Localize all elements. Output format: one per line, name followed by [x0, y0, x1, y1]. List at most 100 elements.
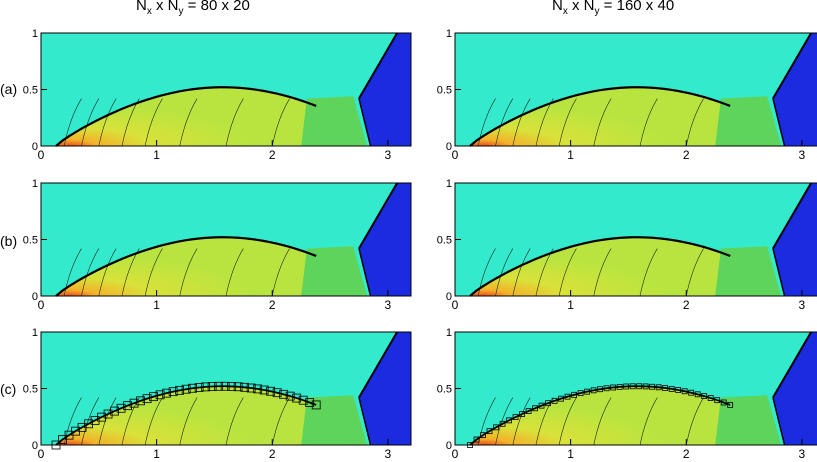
y-tick-label: 0.5: [23, 384, 38, 396]
x-tick-label: 1: [567, 148, 574, 162]
x-tick-label: 1: [153, 447, 160, 461]
reflected-shock-line: [772, 248, 786, 297]
contour-line: [179, 397, 198, 446]
bow-shock-line: [55, 236, 317, 297]
contour-line: [639, 248, 658, 297]
y-tick-label: 0.5: [23, 235, 38, 247]
x-tick-label: 3: [385, 447, 392, 461]
mesh-cell: [305, 398, 315, 407]
contour-lines: [477, 248, 704, 297]
x-tick-label: 3: [799, 447, 806, 461]
mesh-cell: [662, 385, 669, 391]
mesh-cell: [506, 417, 512, 424]
mesh-cell: [525, 408, 532, 414]
contour-line: [495, 248, 514, 297]
mesh-cell: [272, 388, 282, 398]
contour-line: [179, 98, 198, 147]
mesh-cell: [545, 400, 551, 407]
mesh-cell: [77, 422, 87, 432]
contour-line: [512, 98, 531, 147]
contour-line: [639, 98, 658, 147]
contour-line: [63, 248, 82, 297]
mesh-cell: [675, 387, 682, 393]
x-tick-label: 2: [269, 447, 276, 461]
y-tick-label: 0: [446, 291, 452, 303]
contour-line: [144, 397, 163, 446]
contour-line: [495, 397, 514, 446]
y-tick-label: 0: [32, 440, 38, 452]
panel-2-0: 0 1 2 3 0 0.5 1: [23, 327, 412, 461]
y-tick-label: 0.5: [437, 384, 452, 396]
x-tick-label: 1: [567, 298, 574, 312]
oblique-shock-line: [358, 32, 398, 100]
mesh-cell: [142, 394, 152, 404]
row-label-b: (b): [0, 233, 18, 249]
bow-shock-line: [469, 236, 731, 297]
mesh-cell: [175, 385, 185, 395]
contour-line: [225, 397, 244, 446]
x-tick-label: 2: [269, 148, 276, 162]
contour-line: [512, 397, 531, 446]
contour-line: [144, 98, 163, 147]
mesh-cell: [486, 428, 493, 435]
contour-line: [593, 397, 612, 446]
mesh-cell: [188, 383, 198, 393]
mesh-cell: [227, 382, 237, 391]
mesh-cell: [519, 411, 525, 417]
mesh-cell: [532, 405, 538, 412]
contour-line: [81, 98, 100, 147]
contour-line: [271, 248, 290, 297]
contour-line: [495, 98, 514, 147]
y-tick-label: 1: [32, 178, 38, 190]
mesh-cell: [603, 385, 610, 392]
mesh-cell: [194, 383, 204, 392]
y-tick-label: 0: [446, 141, 452, 153]
y-tick-label: 1: [446, 178, 452, 190]
contour-line: [98, 397, 117, 446]
mesh-cell: [571, 391, 577, 398]
panel-0-1: 0 1 2 3 0 0.5 1: [437, 28, 817, 162]
mesh-cell: [694, 391, 701, 398]
contour-line: [179, 248, 198, 297]
x-tick-label: 2: [683, 298, 690, 312]
contour-line: [98, 98, 117, 147]
downstream-region: [772, 332, 817, 445]
refined-cells: [51, 381, 321, 450]
mesh-cell: [649, 383, 656, 390]
wake-region: [301, 246, 368, 296]
shock-layer-region: [470, 386, 731, 445]
x-tick-label: 0: [38, 298, 45, 312]
wake-region: [301, 395, 368, 445]
contour-line: [685, 248, 704, 297]
mesh-cell: [681, 388, 688, 395]
x-tick-label: 3: [385, 148, 392, 162]
contour-line: [81, 248, 100, 297]
mesh-cell: [181, 384, 191, 394]
mesh-cell: [311, 400, 321, 410]
panel-0-0: 0 1 2 3 0 0.5 1: [23, 28, 412, 162]
contour-line: [512, 248, 531, 297]
x-tick-label: 2: [269, 298, 276, 312]
shock-layer-region: [56, 386, 317, 445]
y-tick-label: 0: [32, 141, 38, 153]
mesh-cell: [597, 386, 604, 393]
mesh-cell: [655, 384, 662, 391]
mesh-cell: [688, 389, 695, 396]
mesh-cell: [259, 385, 269, 395]
mesh-cell: [642, 383, 649, 390]
contour-line: [593, 248, 612, 297]
contour-line: [685, 98, 704, 147]
downstream-region: [772, 183, 817, 296]
contour-lines: [477, 98, 704, 147]
shock-layer-region: [470, 87, 731, 146]
contour-lines: [63, 248, 290, 297]
y-tick-label: 1: [446, 327, 452, 339]
x-tick-label: 0: [38, 447, 45, 461]
x-tick-label: 1: [153, 148, 160, 162]
mesh-cell: [473, 436, 480, 443]
mesh-cell: [201, 382, 211, 392]
contour-line: [63, 397, 82, 446]
mesh-cell: [110, 406, 119, 416]
mesh-cell: [623, 383, 630, 390]
oblique-shock-line: [358, 182, 398, 250]
